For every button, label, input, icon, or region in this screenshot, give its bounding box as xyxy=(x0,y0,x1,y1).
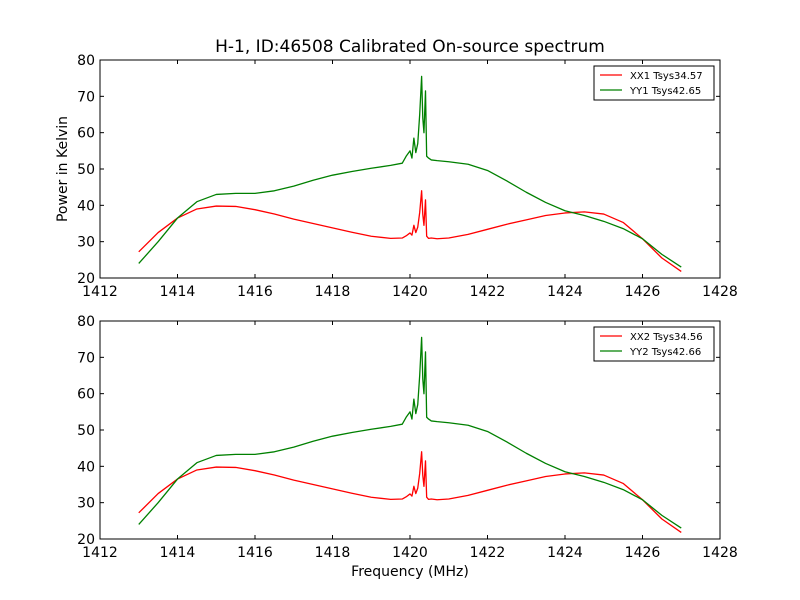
x-tick-label: 1416 xyxy=(237,284,273,300)
y-tick-label: 20 xyxy=(77,271,95,287)
x-tick-label: 1428 xyxy=(702,545,738,561)
x-tick-label: 1420 xyxy=(392,545,428,561)
chart-panel-1: 1412 1414 1416 1418 1420 1422 1424 1426 1428 20 30… xyxy=(55,37,738,300)
x-tick-label: 1414 xyxy=(160,545,196,561)
chart-title: H-1, ID:46508 Calibrated On-source spect… xyxy=(215,37,605,57)
legend-entry-label: YY2 Tsys42.66 xyxy=(629,347,701,358)
series-line-yy1 xyxy=(138,75,682,268)
x-tick-label: 1426 xyxy=(625,284,661,300)
x-tick-label: 1428 xyxy=(702,284,738,300)
y-tick-label: 30 xyxy=(77,496,95,512)
x-tick-label: 1424 xyxy=(547,284,583,300)
y-tick-label: 30 xyxy=(77,235,95,251)
series-line-xx1 xyxy=(138,190,682,272)
x-tick-label: 1412 xyxy=(82,284,118,300)
y-tick-label: 70 xyxy=(77,350,95,366)
x-tick-label: 1416 xyxy=(237,545,273,561)
y-tick-label: 60 xyxy=(77,387,95,403)
y-tick-label: 60 xyxy=(77,126,95,142)
x-tick-label: 1418 xyxy=(315,284,351,300)
chart-panel-2: 1412 1414 1416 1418 1420 1422 1424 1426 1428 20 30… xyxy=(77,314,738,580)
y-tick-label: 40 xyxy=(77,459,95,475)
y-tick-label: 50 xyxy=(77,423,95,439)
legend-entry-label: YY1 Tsys42.65 xyxy=(629,86,701,97)
series-line-xx2 xyxy=(138,451,682,533)
y-tick-label: 70 xyxy=(77,89,95,105)
x-tick-label: 1422 xyxy=(470,284,506,300)
legend-entry-label: XX2 Tsys34.56 xyxy=(630,332,703,343)
x-tick-label: 1418 xyxy=(315,545,351,561)
x-tick-label: 1422 xyxy=(470,545,506,561)
legend: XX2 Tsys34.56 YY2 Tsys42.66 xyxy=(593,326,715,362)
legend-entry-label: XX1 Tsys34.57 xyxy=(630,71,703,82)
y-axis-label: Power in Kelvin xyxy=(55,116,71,222)
legend-box xyxy=(593,326,715,362)
x-tick-label: 1426 xyxy=(625,545,661,561)
x-axis-label: Frequency (MHz) xyxy=(351,564,469,580)
x-tick-label: 1414 xyxy=(160,284,196,300)
y-tick-label: 80 xyxy=(77,314,95,330)
y-tick-label: 40 xyxy=(77,198,95,214)
x-tick-label: 1424 xyxy=(547,545,583,561)
y-tick-label: 20 xyxy=(77,532,95,548)
y-tick-label: 50 xyxy=(77,162,95,178)
legend: XX1 Tsys34.57 YY1 Tsys42.65 xyxy=(593,65,715,101)
legend-box xyxy=(593,65,715,101)
series-line-yy2 xyxy=(138,336,682,529)
x-tick-label: 1420 xyxy=(392,284,428,300)
y-tick-label: 80 xyxy=(77,53,95,69)
x-tick-label: 1412 xyxy=(82,545,118,561)
